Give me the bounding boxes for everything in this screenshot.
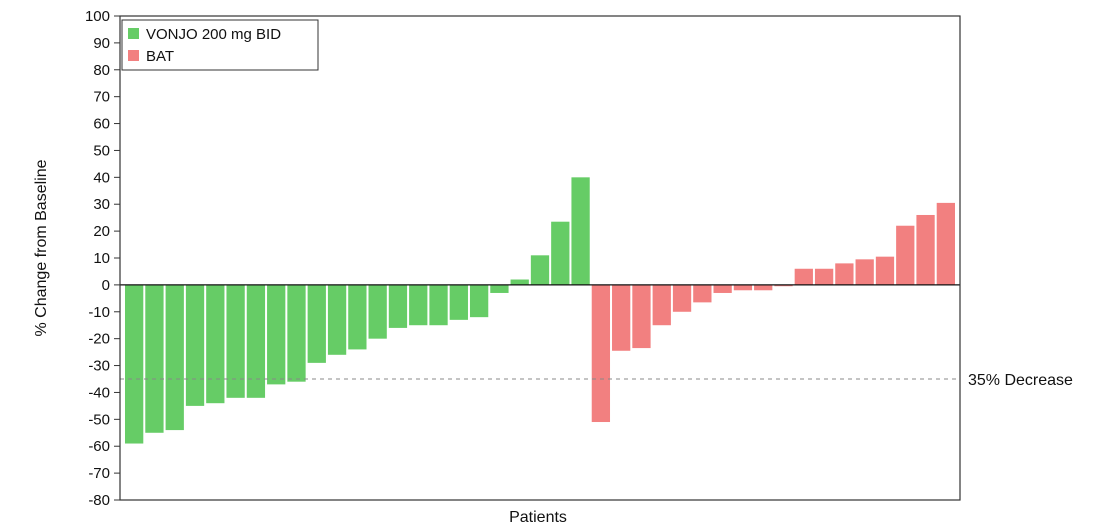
bars-layer [125,177,955,444]
y-tick-label: -30 [88,358,110,375]
bar-vonjo [388,284,408,328]
y-tick-label: -40 [88,384,110,401]
bar-vonjo [206,284,225,404]
y-tick-label: 0 [102,277,110,294]
bar-vonjo [125,284,144,444]
y-tick-label: 10 [93,250,110,267]
legend-swatch-vonjo [128,28,139,39]
bar-vonjo [165,284,184,431]
y-tick-label: 20 [93,223,110,240]
y-tick-label: -70 [88,465,110,482]
bar-bat [936,202,955,285]
bar-vonjo [571,177,590,285]
bar-vonjo [409,284,428,326]
bar-vonjo [246,284,266,398]
legend-swatch-bat [128,50,139,61]
y-tick-label: 80 [93,62,110,79]
bar-bat [855,259,874,285]
bar-vonjo [287,284,306,382]
bar-bat [916,214,935,285]
bar-bat [693,284,712,303]
y-tick-label: 30 [93,196,110,213]
bar-vonjo [368,284,387,339]
y-tick-label: 90 [93,35,110,52]
bar-vonjo [429,284,448,326]
y-tick-label: -60 [88,438,110,455]
bar-vonjo [530,255,550,285]
y-tick-label: 50 [93,142,110,159]
bar-vonjo [307,284,326,363]
legend-label-bat: BAT [146,48,174,65]
y-tick-label: -20 [88,331,110,348]
y-tick-label: 40 [93,169,110,186]
bar-vonjo [510,279,529,285]
y-tick-label: -50 [88,411,110,428]
reference-line-label: 35% Decrease [968,372,1073,389]
legend-label-vonjo: VONJO 200 mg BID [146,26,281,43]
bar-vonjo [551,221,570,285]
bar-bat [632,284,651,349]
bar-vonjo [226,284,245,398]
bar-vonjo [267,284,286,385]
y-tick-label: 70 [93,89,110,106]
y-tick-label: -10 [88,304,110,321]
legend: VONJO 200 mg BID BAT [121,19,319,71]
y-axis-title: % Change from Baseline [33,159,50,336]
bar-vonjo [327,284,347,355]
bar-bat [733,284,753,291]
bar-bat [713,284,732,293]
x-axis-title: Patients [509,509,567,526]
y-tick-label: 100 [85,8,110,25]
bar-vonjo [145,284,164,433]
bar-vonjo [449,284,468,320]
y-axis-ticks: 1009080706050403020100-10-20-30-40-50-60… [85,8,120,509]
bar-bat [794,268,813,285]
y-tick-label: 60 [93,116,110,133]
y-tick-label: -80 [88,492,110,509]
bar-bat [754,284,773,291]
bar-bat [814,268,834,285]
bar-bat [875,256,895,285]
bar-bat [652,284,671,326]
bar-bat [612,284,631,351]
bar-vonjo [490,284,509,293]
bar-bat [835,263,854,285]
bar-vonjo [469,284,489,318]
bar-bat [774,284,793,287]
bar-vonjo [185,284,205,406]
bar-bat [672,284,692,312]
bar-bat [591,284,611,423]
bar-bat [896,225,915,285]
bar-vonjo [348,284,367,350]
legend-box [121,19,319,71]
